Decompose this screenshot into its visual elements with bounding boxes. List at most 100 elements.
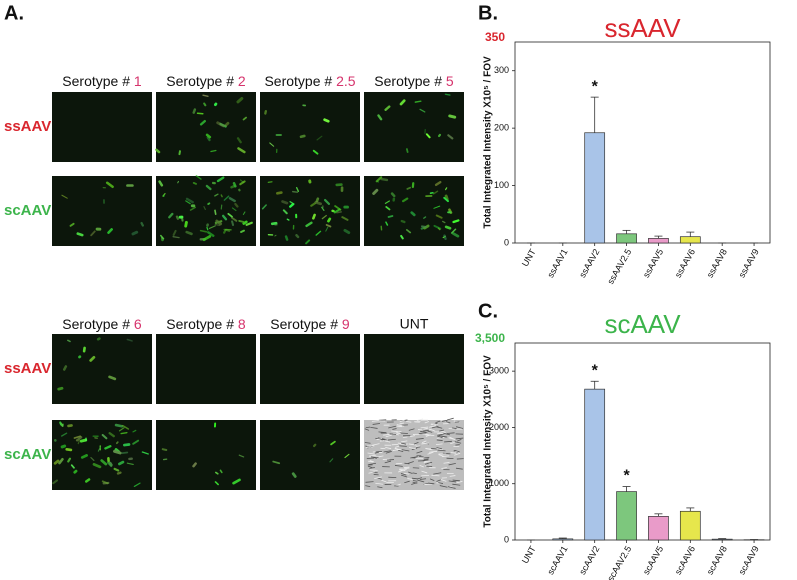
- cell: [406, 229, 412, 234]
- cell-texture: [425, 461, 433, 465]
- cell-texture: [437, 435, 443, 439]
- cell: [118, 427, 125, 432]
- cell-texture: [371, 456, 379, 459]
- cell: [333, 208, 341, 214]
- bar: [711, 538, 733, 541]
- cell-texture: [424, 421, 430, 424]
- cell-texture: [413, 442, 419, 445]
- cell: [85, 478, 91, 483]
- cell: [108, 375, 117, 381]
- cell: [59, 421, 63, 426]
- cell: [203, 206, 206, 211]
- cell-texture: [367, 460, 374, 463]
- cell-texture: [367, 452, 375, 455]
- panel-label: C.: [478, 300, 498, 322]
- micrograph: [364, 176, 464, 246]
- cell-texture: [427, 434, 435, 437]
- x-tick-label: UNT: [520, 544, 538, 565]
- cell: [216, 121, 225, 128]
- cell-texture: [417, 477, 423, 480]
- cell-texture: [446, 421, 451, 424]
- cell-texture: [408, 428, 415, 431]
- cell-texture: [383, 433, 390, 436]
- plot-frame: [514, 41, 771, 244]
- cell-texture: [401, 449, 410, 452]
- row-label: scAAV: [4, 202, 51, 219]
- cell: [70, 464, 75, 469]
- x-tick-label: scAAV8: [705, 544, 729, 576]
- cell: [227, 212, 233, 218]
- cell: [232, 182, 237, 188]
- row-label: scAAV: [4, 446, 51, 463]
- cell: [452, 219, 460, 224]
- cell-texture: [407, 478, 413, 480]
- cell: [315, 197, 320, 203]
- cell-texture: [368, 462, 377, 465]
- cell-texture: [454, 441, 462, 444]
- cell: [312, 149, 319, 155]
- cell: [276, 191, 283, 195]
- significance-mark: *: [623, 468, 630, 485]
- bar: [648, 516, 669, 541]
- cell-texture: [440, 479, 447, 482]
- cell-texture: [431, 425, 439, 429]
- cell: [269, 142, 275, 147]
- y-max-label: 3,500: [475, 331, 505, 345]
- cell: [240, 229, 245, 233]
- cell: [73, 469, 78, 474]
- cell: [208, 225, 216, 230]
- cell-texture: [369, 469, 378, 471]
- cell-texture: [431, 474, 440, 477]
- cell: [105, 181, 114, 189]
- cell-texture: [431, 447, 437, 450]
- cell: [444, 187, 448, 191]
- cell-texture: [396, 424, 405, 427]
- cell-texture: [410, 456, 418, 459]
- cell: [314, 200, 322, 206]
- cell: [295, 186, 300, 192]
- significance-mark: *: [592, 78, 599, 95]
- bar: [616, 233, 637, 244]
- cell-texture: [446, 417, 454, 421]
- cell: [231, 207, 237, 212]
- x-tick-label: ssAAV2: [577, 247, 601, 279]
- x-tick-label: scAAV5: [641, 544, 665, 576]
- header-prefix: Serotype #: [270, 316, 342, 332]
- cell-texture: [416, 418, 424, 421]
- cell: [108, 432, 115, 438]
- cell: [214, 209, 217, 215]
- cell: [202, 94, 209, 97]
- cell-texture: [398, 470, 403, 473]
- cell-texture: [454, 452, 461, 456]
- cell-texture: [408, 443, 417, 446]
- cell-texture: [399, 422, 405, 425]
- cell: [232, 478, 241, 485]
- cell-texture: [421, 470, 428, 474]
- bar: [679, 236, 701, 244]
- cell: [420, 225, 427, 228]
- micrograph: [156, 175, 256, 246]
- cell: [107, 461, 113, 468]
- cell: [344, 453, 350, 459]
- cell: [289, 201, 295, 205]
- cell: [76, 232, 84, 237]
- cell: [341, 216, 349, 221]
- micrograph: [364, 92, 464, 162]
- cell: [239, 180, 246, 186]
- cell-texture: [449, 436, 455, 440]
- cell: [67, 457, 72, 463]
- cell-texture: [435, 447, 443, 451]
- cell: [126, 462, 134, 466]
- micrograph: [155, 92, 256, 162]
- cell-texture: [435, 420, 441, 423]
- column-header: Serotype # 2.5: [264, 73, 355, 89]
- cell: [214, 193, 219, 197]
- chart-title: scAAV: [604, 309, 681, 339]
- cell: [121, 451, 129, 455]
- x-tick-label: ssAAV8: [705, 247, 729, 279]
- cell: [425, 133, 431, 139]
- micrograph-bg: [156, 334, 256, 404]
- column-header: Serotype # 1: [62, 73, 142, 89]
- cell: [60, 444, 67, 449]
- micrograph: [260, 92, 360, 162]
